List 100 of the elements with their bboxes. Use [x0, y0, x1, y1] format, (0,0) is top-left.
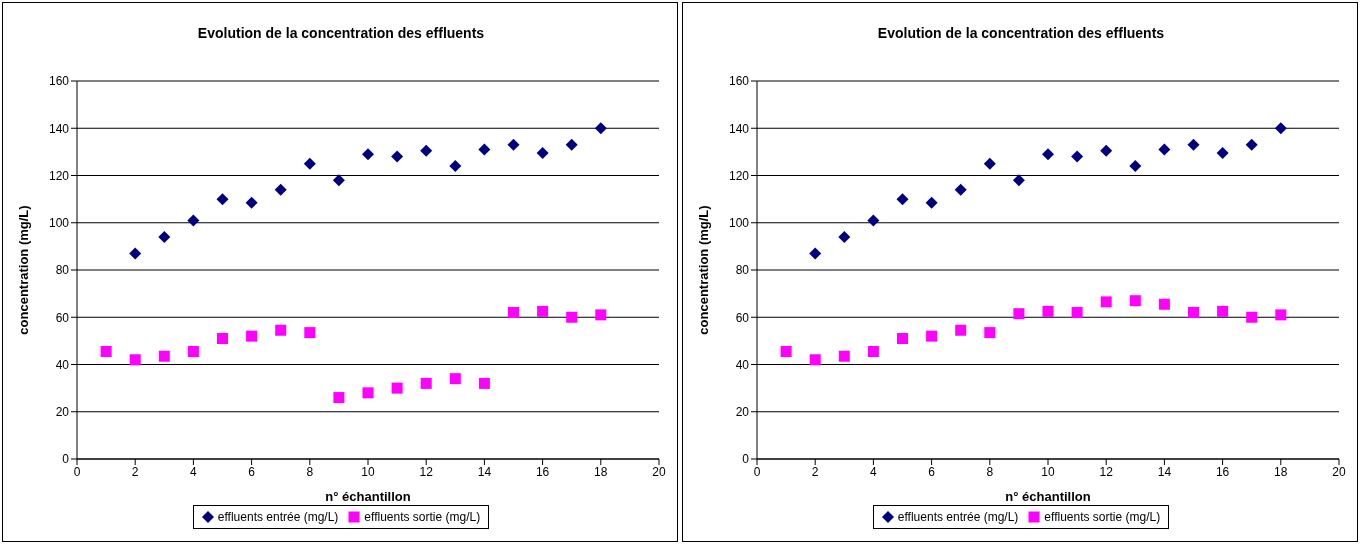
point — [809, 247, 822, 260]
point — [595, 309, 607, 321]
y-tick-label: 160 — [728, 74, 750, 89]
point — [391, 150, 404, 163]
y-tick-label: 60 — [735, 310, 750, 325]
chart-title: Evolution de la concentration des effluents — [876, 25, 1166, 41]
point — [1071, 150, 1084, 163]
point — [867, 346, 879, 358]
y-tick-label: 0 — [62, 452, 70, 467]
point — [809, 354, 821, 366]
y-tick-label: 40 — [55, 357, 70, 372]
point — [275, 324, 287, 336]
x-tick-label: 2 — [131, 464, 139, 479]
point — [1216, 147, 1229, 160]
x-tick-label: 12 — [419, 464, 434, 479]
point — [1274, 122, 1287, 135]
point — [129, 247, 142, 260]
x-tick-label: 20 — [652, 464, 666, 479]
y-tick-label: 20 — [735, 405, 750, 420]
point — [926, 330, 938, 342]
point — [1012, 174, 1025, 187]
point — [1188, 307, 1199, 319]
x-tick-label: 2 — [811, 464, 819, 479]
point — [838, 350, 850, 362]
legend-label: effluents entrée (mg/L) — [216, 510, 339, 524]
point — [1217, 305, 1229, 317]
x-tick-label: 4 — [190, 464, 198, 479]
x-tick-label: 8 — [986, 464, 994, 479]
point — [420, 144, 433, 157]
legend-label: effluents sortie (mg/L) — [1043, 510, 1161, 524]
x-tick-label: 8 — [306, 464, 314, 479]
point — [391, 382, 403, 394]
point — [897, 333, 908, 345]
y-tick-label: 0 — [742, 452, 750, 467]
point — [1158, 143, 1171, 156]
point — [565, 138, 578, 151]
point — [362, 387, 374, 399]
x-axis-title: n° échantillon — [1005, 489, 1091, 504]
x-tick-label: 4 — [870, 464, 878, 479]
point — [867, 214, 880, 227]
x-tick-label: 20 — [1332, 464, 1346, 479]
y-axis-title: concentration (mg/L) — [15, 205, 31, 335]
point — [158, 350, 170, 362]
point — [1187, 138, 1200, 151]
y-tick-label: 40 — [735, 357, 750, 372]
point — [332, 174, 345, 187]
x-tick-label: 18 — [1274, 464, 1288, 479]
point — [983, 157, 996, 170]
y-tick-label: 140 — [48, 121, 70, 136]
point — [449, 160, 462, 173]
legend-label: effluents entrée (mg/L) — [896, 510, 1019, 524]
point — [100, 346, 112, 358]
point — [507, 138, 520, 151]
legend-label: effluents sortie (mg/L) — [363, 510, 481, 524]
point — [1275, 309, 1287, 321]
point — [1013, 308, 1025, 320]
y-tick-label: 100 — [48, 216, 70, 231]
x-tick-label: 12 — [1099, 464, 1114, 479]
point — [187, 214, 200, 227]
y-tick-label: 20 — [55, 405, 70, 420]
point — [1100, 144, 1113, 157]
x-tick-label: 10 — [1041, 464, 1055, 479]
point — [838, 230, 851, 243]
point — [246, 330, 258, 342]
y-tick-label: 140 — [728, 121, 750, 136]
x-tick-label: 0 — [753, 464, 761, 479]
point — [566, 311, 578, 323]
y-tick-label: 80 — [55, 263, 70, 278]
x-axis-title: n° échantillon — [325, 489, 411, 504]
point — [537, 305, 549, 317]
point — [449, 373, 461, 385]
point — [508, 307, 519, 319]
point — [362, 148, 374, 161]
point — [303, 157, 316, 170]
point — [1246, 311, 1258, 323]
y-tick-label: 80 — [735, 263, 750, 278]
point — [1042, 148, 1054, 161]
point — [594, 122, 607, 135]
point — [245, 196, 258, 209]
x-tick-label: 6 — [928, 464, 936, 479]
x-tick-label: 16 — [535, 464, 550, 479]
x-tick-label: 14 — [1157, 464, 1172, 479]
point — [129, 354, 141, 366]
x-tick-label: 6 — [248, 464, 256, 479]
point — [274, 183, 287, 196]
x-tick-label: 0 — [73, 464, 81, 479]
point — [984, 327, 996, 339]
point — [896, 193, 909, 206]
y-tick-label: 100 — [728, 216, 750, 231]
point — [158, 230, 171, 243]
y-tick-label: 160 — [48, 74, 70, 89]
y-axis-title: concentration (mg/L) — [695, 205, 711, 335]
point — [1158, 298, 1170, 310]
y-tick-label: 120 — [48, 168, 70, 183]
y-tick-label: 60 — [55, 310, 70, 325]
point — [780, 346, 792, 358]
x-tick-label: 10 — [361, 464, 375, 479]
x-tick-label: 18 — [594, 464, 608, 479]
point — [1129, 160, 1142, 173]
point — [1071, 307, 1083, 319]
